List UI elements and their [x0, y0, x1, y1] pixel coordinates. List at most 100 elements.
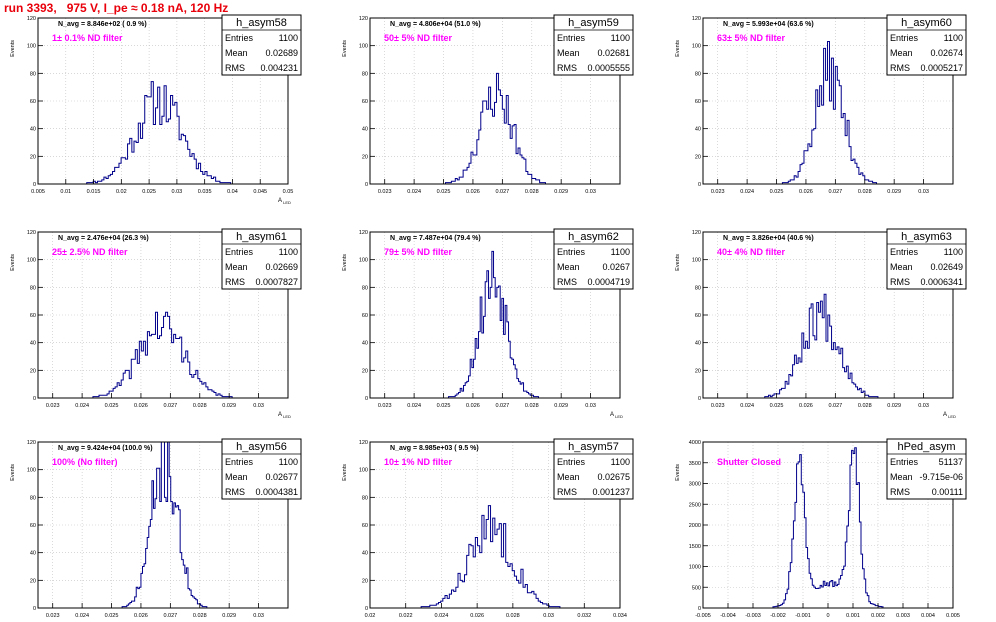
navg-label: N_avg = 8.985e+03 ( 9.5 %)	[390, 445, 479, 452]
stats-box: h_asym59 Entries 1100 Mean 0.02681 RMS 0.00055…	[553, 14, 634, 76]
x-tick-label: 0.002	[871, 613, 885, 619]
stats-mean-value: 0.02677	[265, 472, 298, 482]
stats-box: h_asym58 Entries 1100 Mean 0.02689 RMS 0.00423…	[221, 14, 302, 76]
y-tick-label: 80	[362, 285, 368, 291]
x-tick-label: 0.027	[828, 189, 842, 195]
x-axis-label: A LED	[278, 198, 291, 205]
x-tick-label: 0.027	[828, 403, 842, 409]
histogram-name: h_asym60	[901, 17, 952, 29]
stats-entries-value: 1100	[611, 33, 630, 43]
stats-rms-label: RMS	[557, 487, 577, 497]
x-tick-label: 0.023	[711, 403, 725, 409]
stats-entries-label: Entries	[890, 457, 919, 467]
y-tick-label: 20	[362, 368, 368, 374]
y-tick-label: 100	[692, 44, 701, 50]
stats-box: h_asym62 Entries 1100 Mean 0.0267 RMS 0.000471…	[553, 228, 634, 290]
y-tick-label: 100	[359, 468, 368, 474]
y-tick-label: 0	[698, 182, 701, 188]
histogram-panel-h_asym59: 0.023 0.024 0.025 0.026 0.027 0.028 0.029 0.03 0…	[342, 14, 634, 195]
stats-rms-label: RMS	[225, 63, 245, 73]
stats-rms-value: 0.0006341	[920, 277, 963, 287]
x-tick-label: 0.026	[799, 403, 813, 409]
x-tick-label: 0.024	[435, 613, 449, 619]
y-tick-label: 40	[30, 341, 36, 347]
stats-entries-value: 1100	[944, 33, 963, 43]
y-tick-label: 0	[365, 182, 368, 188]
y-tick-label: 20	[30, 368, 36, 374]
filter-annotation: 40± 4% ND filter	[717, 247, 785, 257]
y-tick-label: 60	[362, 99, 368, 105]
stats-mean-label: Mean	[890, 48, 913, 58]
x-tick-label: 0.027	[495, 403, 509, 409]
x-tick-label: 0.035	[198, 189, 212, 195]
navg-label: N_avg = 5.993e+04 (63.6 %)	[723, 21, 814, 28]
x-tick-label: -0.003	[745, 613, 761, 619]
stats-mean-value: 0.02675	[597, 472, 630, 482]
stats-rms-value: 0.004231	[260, 63, 298, 73]
x-tick-label: 0.024	[407, 189, 421, 195]
stats-entries-label: Entries	[225, 457, 254, 467]
stats-entries-label: Entries	[557, 33, 586, 43]
y-tick-label: 60	[695, 313, 701, 319]
stats-mean-label: Mean	[225, 472, 248, 482]
y-axis-label: Events	[10, 464, 16, 481]
stats-entries-label: Entries	[557, 457, 586, 467]
histogram-line	[437, 72, 556, 185]
x-tick-label: 0.024	[75, 613, 89, 619]
x-tick-label: 0.026	[134, 613, 148, 619]
stats-mean-label: Mean	[890, 472, 913, 482]
stats-entries-value: 1100	[279, 457, 298, 467]
stats-mean-label: Mean	[225, 262, 248, 272]
navg-label: N_avg = 3.826e+04 (40.6 %)	[723, 235, 814, 242]
stats-rms-label: RMS	[225, 277, 245, 287]
x-tick-label: 0.028	[525, 403, 539, 409]
x-axis-label-subscript: LED	[947, 414, 956, 419]
y-tick-label: 4000	[689, 440, 701, 446]
stats-mean-label: Mean	[557, 48, 580, 58]
x-tick-label: 0.001	[846, 613, 860, 619]
filter-annotation: 25± 2.5% ND filter	[52, 247, 128, 257]
histogram-panel-h_asym63: 0.023 0.024 0.025 0.026 0.027 0.028 0.029 0.03 0…	[675, 228, 967, 419]
navg-label: N_avg = 8.846e+02 ( 0.9 %)	[58, 21, 147, 28]
stats-rms-label: RMS	[890, 487, 910, 497]
y-tick-label: 80	[695, 285, 701, 291]
stats-rms-value: 0.0004381	[255, 487, 298, 497]
histogram-line	[770, 41, 889, 185]
y-tick-label: 60	[362, 313, 368, 319]
histogram-name: hPed_asym	[897, 441, 955, 453]
x-tick-label: 0.024	[75, 403, 89, 409]
y-tick-label: 40	[695, 341, 701, 347]
x-tick-label: 0.005	[946, 613, 960, 619]
y-tick-label: 60	[30, 313, 36, 319]
y-tick-label: 20	[695, 154, 701, 160]
stats-box: h_asym63 Entries 1100 Mean 0.02649 RMS 0.00063…	[886, 228, 967, 290]
x-tick-label: 0.03	[253, 613, 264, 619]
x-tick-label: 0.029	[887, 403, 901, 409]
x-axis-label: A LED	[278, 412, 291, 419]
x-tick-label: 0.027	[163, 403, 177, 409]
stats-mean-value: 0.0267	[602, 262, 630, 272]
y-tick-label: 120	[27, 230, 36, 236]
histogram-line	[90, 311, 233, 399]
stats-box: hPed_asym Entries 51137 Mean -9.715e-06 RMS 0.…	[886, 438, 967, 500]
y-tick-label: 80	[362, 495, 368, 501]
filter-annotation: 100% (No filter)	[52, 457, 118, 467]
stats-mean-value: 0.02689	[265, 48, 298, 58]
x-tick-label: 0.034	[613, 613, 627, 619]
x-tick-label: 0.028	[193, 403, 207, 409]
y-axis-label: Events	[342, 40, 348, 57]
stats-box-frame	[553, 228, 634, 290]
x-tick-label: 0.028	[506, 613, 520, 619]
y-tick-label: 100	[27, 468, 36, 474]
stats-box-frame	[553, 14, 634, 76]
y-tick-label: 0	[698, 606, 701, 612]
x-tick-label: -0.005	[695, 613, 711, 619]
y-tick-label: 60	[695, 99, 701, 105]
y-tick-label: 0	[33, 396, 36, 402]
x-tick-label: 0.026	[470, 613, 484, 619]
x-tick-label: 0.015	[87, 189, 101, 195]
y-tick-label: 120	[359, 440, 368, 446]
x-tick-label: 0.026	[134, 403, 148, 409]
y-tick-label: 120	[692, 16, 701, 22]
stats-box-frame	[886, 438, 967, 500]
